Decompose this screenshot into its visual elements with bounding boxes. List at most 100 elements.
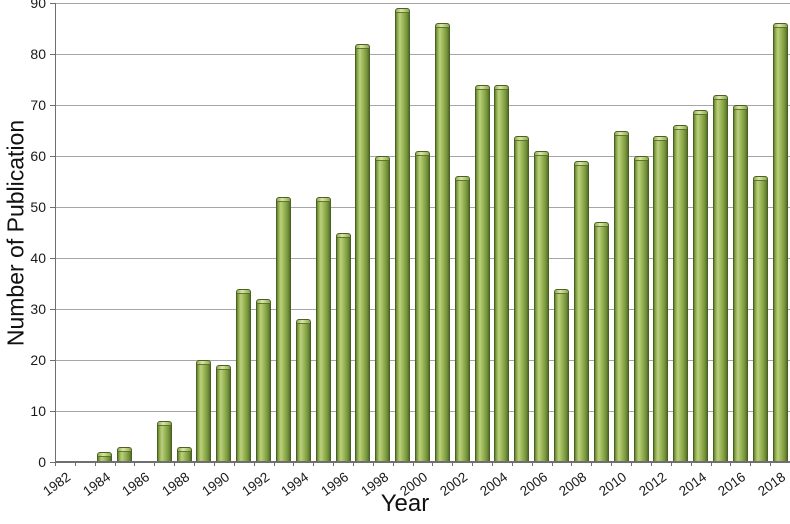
bar-1995 <box>315 196 331 462</box>
y-tick-80 <box>50 53 55 55</box>
y-tick-label-20: 20 <box>30 352 46 368</box>
x-tick-0 <box>55 462 56 466</box>
bar-2003 <box>474 84 490 462</box>
y-tick-label-80: 80 <box>30 46 46 62</box>
x-tick-31 <box>670 462 672 466</box>
gridline-y-90 <box>55 2 790 4</box>
x-tick-33 <box>710 462 712 466</box>
x-tick-7 <box>194 462 196 466</box>
bar-2009 <box>593 222 609 462</box>
bar-2006 <box>534 150 550 462</box>
x-tick-12 <box>293 462 295 466</box>
y-tick-40 <box>50 257 55 259</box>
x-tick-5 <box>154 462 156 466</box>
bar-2011 <box>633 156 649 462</box>
x-tick-24 <box>531 462 533 466</box>
x-tick-2 <box>94 462 96 466</box>
x-tick-32 <box>690 462 692 466</box>
x-tick-20 <box>452 462 454 466</box>
x-tick-10 <box>253 462 255 466</box>
y-tick-30 <box>50 308 55 310</box>
x-tick-1 <box>74 462 76 466</box>
bar-2004 <box>494 84 510 462</box>
bar-1994 <box>295 319 311 462</box>
bar-1997 <box>355 43 371 462</box>
bar-1989 <box>196 360 212 462</box>
x-tick-26 <box>571 462 573 466</box>
gridline-y-80 <box>55 53 790 55</box>
y-tick-10 <box>50 410 55 412</box>
x-tick-25 <box>551 462 553 466</box>
bar-1984 <box>97 451 113 462</box>
bar-1996 <box>335 232 351 462</box>
y-tick-label-10: 10 <box>30 403 46 419</box>
x-tick-8 <box>213 462 215 466</box>
bar-2016 <box>732 105 748 462</box>
x-tick-11 <box>273 462 275 466</box>
x-tick-4 <box>134 462 136 466</box>
x-tick-14 <box>333 462 335 466</box>
bar-1990 <box>216 365 232 462</box>
bar-1992 <box>256 298 272 462</box>
y-tick-label-40: 40 <box>30 250 46 266</box>
x-tick-35 <box>750 462 752 466</box>
x-tick-22 <box>492 462 494 466</box>
y-axis-title-text: Number of Publication <box>2 119 29 346</box>
x-tick-9 <box>233 462 235 466</box>
y-tick-label-90: 90 <box>30 0 46 11</box>
bar-2010 <box>613 130 629 462</box>
x-tick-23 <box>511 462 513 466</box>
y-tick-label-60: 60 <box>30 148 46 164</box>
y-tick-label-50: 50 <box>30 199 46 215</box>
x-axis-title: Year <box>380 490 430 517</box>
bar-2007 <box>554 288 570 462</box>
x-tick-21 <box>472 462 474 466</box>
x-tick-16 <box>372 462 374 466</box>
y-tick-20 <box>50 359 55 361</box>
y-tick-label-0: 0 <box>38 454 46 470</box>
bar-2000 <box>415 150 430 462</box>
y-tick-label-70: 70 <box>30 97 46 113</box>
x-tick-30 <box>650 462 652 466</box>
bar-1993 <box>275 196 291 462</box>
y-tick-90 <box>50 2 55 4</box>
x-tick-15 <box>352 462 354 466</box>
bar-1987 <box>156 421 172 462</box>
bar-2012 <box>653 135 669 462</box>
bar-2015 <box>712 94 728 462</box>
x-tick-18 <box>412 462 414 466</box>
x-tick-34 <box>730 462 732 466</box>
bar-2013 <box>673 125 689 462</box>
y-axis-line <box>55 3 56 462</box>
gridline-y-70 <box>55 104 790 106</box>
bar-2008 <box>573 161 589 462</box>
y-tick-60 <box>50 155 55 157</box>
x-tick-29 <box>631 462 633 466</box>
bar-1998 <box>375 156 391 462</box>
y-tick-0 <box>50 461 55 463</box>
y-tick-70 <box>50 104 55 106</box>
bar-1985 <box>117 446 133 462</box>
bar-2017 <box>752 176 768 462</box>
x-tick-28 <box>611 462 613 466</box>
bar-2005 <box>514 135 530 462</box>
x-axis-line <box>55 461 790 463</box>
x-tick-13 <box>313 462 315 466</box>
bar-1988 <box>176 446 192 462</box>
y-tick-50 <box>50 206 55 208</box>
bar-2002 <box>454 176 470 462</box>
bar-2001 <box>434 23 450 462</box>
y-tick-label-30: 30 <box>30 301 46 317</box>
x-tick-36 <box>770 462 772 466</box>
x-tick-17 <box>392 462 394 466</box>
bar-1991 <box>236 288 252 462</box>
bar-2018 <box>772 23 788 462</box>
x-tick-3 <box>114 462 116 466</box>
x-tick-19 <box>432 462 434 466</box>
x-tick-6 <box>174 462 176 466</box>
y-axis-title: Number of Publication <box>0 3 32 462</box>
bar-2014 <box>693 110 709 462</box>
bar-1999 <box>395 8 411 462</box>
x-tick-27 <box>591 462 593 466</box>
